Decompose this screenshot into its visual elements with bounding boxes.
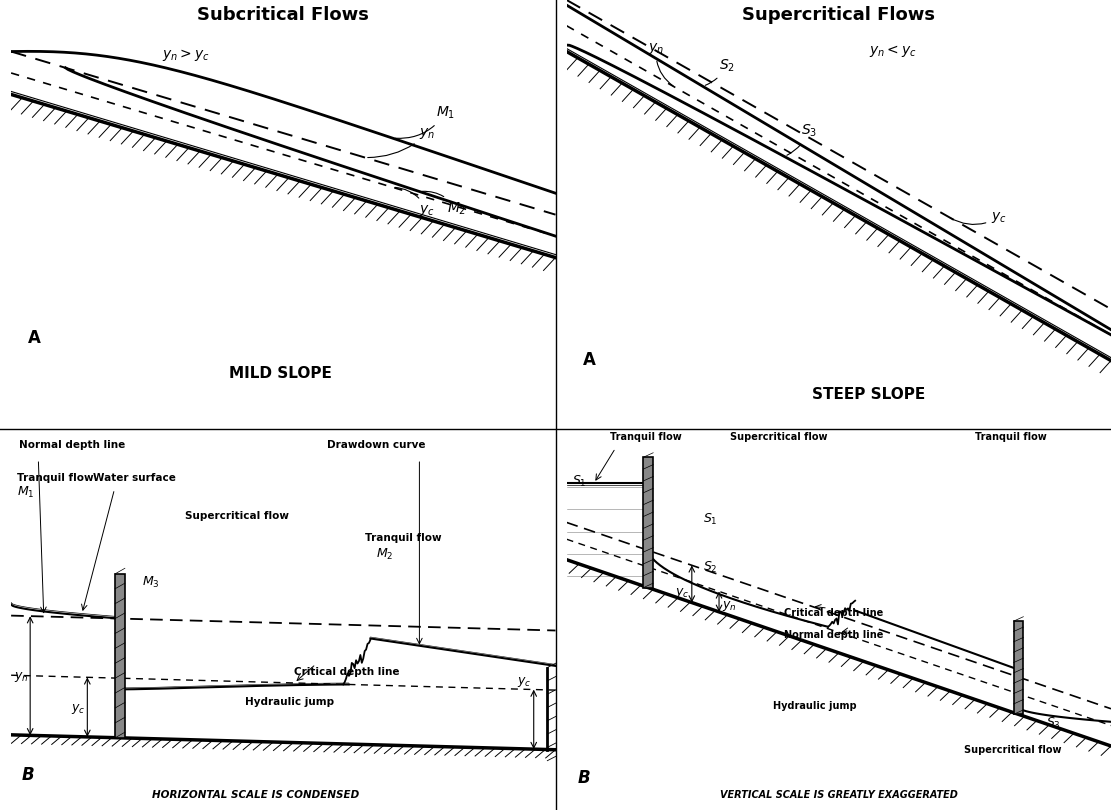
Text: Water surface: Water surface bbox=[93, 474, 176, 484]
Text: $y_c$: $y_c$ bbox=[518, 675, 532, 688]
Text: Supercritical flow: Supercritical flow bbox=[730, 433, 828, 442]
Text: $y_n<y_c$: $y_n<y_c$ bbox=[870, 43, 917, 59]
Text: Tranquil flow: Tranquil flow bbox=[17, 474, 93, 484]
Text: Supercritical Flows: Supercritical Flows bbox=[742, 6, 935, 24]
Text: B: B bbox=[22, 765, 34, 783]
Text: A: A bbox=[28, 330, 40, 347]
Text: Subcritical Flows: Subcritical Flows bbox=[198, 6, 369, 24]
Text: $M_2$: $M_2$ bbox=[422, 191, 466, 217]
Text: $S_3$: $S_3$ bbox=[787, 123, 817, 156]
Text: B: B bbox=[578, 770, 590, 787]
Text: $M_1$: $M_1$ bbox=[17, 485, 34, 501]
Text: $S_1$: $S_1$ bbox=[572, 474, 587, 489]
Text: Supercritical flow: Supercritical flow bbox=[964, 745, 1061, 756]
Text: HORIZONTAL SCALE IS CONDENSED: HORIZONTAL SCALE IS CONDENSED bbox=[152, 791, 360, 800]
Text: $y_c$: $y_c$ bbox=[675, 586, 690, 600]
Text: $M_3$: $M_3$ bbox=[142, 575, 159, 590]
Text: Critical depth line: Critical depth line bbox=[294, 667, 400, 677]
Text: STEEP SLOPE: STEEP SLOPE bbox=[811, 387, 924, 403]
Text: $y_c$: $y_c$ bbox=[71, 701, 86, 716]
Text: $y_n$: $y_n$ bbox=[368, 126, 436, 158]
Text: $y_n>y_c$: $y_n>y_c$ bbox=[161, 47, 209, 63]
Text: Drawdown curve: Drawdown curve bbox=[327, 440, 426, 450]
Text: Hydraulic jump: Hydraulic jump bbox=[246, 697, 334, 707]
Text: Critical depth line: Critical depth line bbox=[784, 608, 883, 617]
Text: Supercritical flow: Supercritical flow bbox=[186, 511, 289, 521]
Text: $S_2$: $S_2$ bbox=[705, 58, 735, 85]
Text: $y_n$: $y_n$ bbox=[722, 599, 737, 613]
Text: Hydraulic jump: Hydraulic jump bbox=[773, 701, 857, 710]
Bar bbox=[116, 573, 124, 738]
Text: Tranquil flow: Tranquil flow bbox=[975, 433, 1047, 442]
Text: MILD SLOPE: MILD SLOPE bbox=[229, 366, 332, 381]
Bar bbox=[643, 457, 653, 588]
Text: Normal depth line: Normal depth line bbox=[784, 630, 883, 640]
Text: $S_2$: $S_2$ bbox=[702, 560, 718, 575]
Text: $y_c$: $y_c$ bbox=[394, 187, 436, 218]
Text: $y_n$: $y_n$ bbox=[13, 671, 29, 684]
Text: $S_1$: $S_1$ bbox=[702, 511, 718, 526]
Bar bbox=[1013, 621, 1023, 714]
Text: $M_2$: $M_2$ bbox=[376, 547, 393, 562]
Text: $y_n$: $y_n$ bbox=[649, 40, 673, 86]
Text: Tranquil flow: Tranquil flow bbox=[610, 433, 682, 442]
Text: A: A bbox=[583, 351, 595, 369]
Text: Normal depth line: Normal depth line bbox=[19, 440, 126, 450]
Text: $M_1$: $M_1$ bbox=[394, 104, 456, 139]
Text: $S_3$: $S_3$ bbox=[1045, 716, 1061, 731]
Text: $y_c$: $y_c$ bbox=[950, 210, 1007, 224]
Text: Tranquil flow: Tranquil flow bbox=[364, 533, 441, 543]
Text: VERTICAL SCALE IS GREATLY EXAGGERATED: VERTICAL SCALE IS GREATLY EXAGGERATED bbox=[720, 791, 958, 800]
